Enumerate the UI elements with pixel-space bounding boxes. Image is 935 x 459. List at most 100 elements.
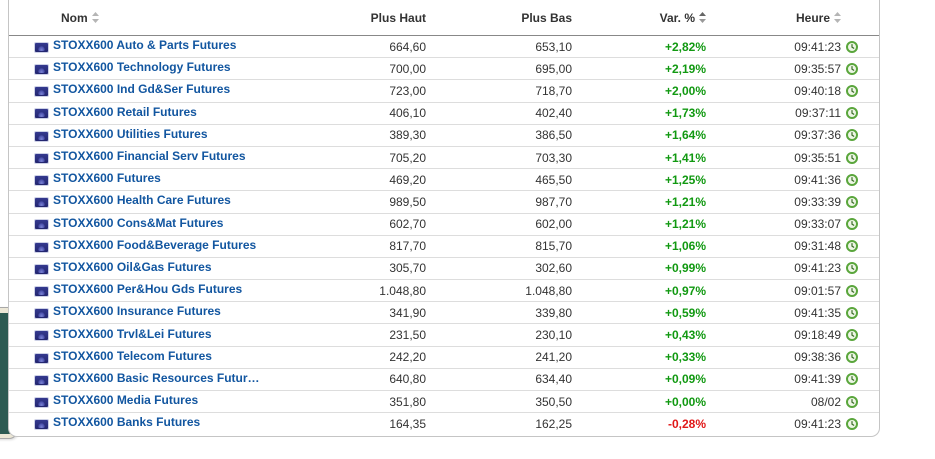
mini-chart-icon[interactable]: [34, 308, 49, 320]
mini-chart-icon[interactable]: [34, 263, 49, 275]
table-row: STOXX600 Ind Gd&Ser Futures 723,00 718,7…: [9, 79, 879, 103]
mini-chart-icon[interactable]: [34, 419, 49, 431]
high-value: 723,00: [283, 79, 427, 103]
instrument-link[interactable]: STOXX600 Food&Beverage Futures: [53, 237, 257, 252]
mini-chart-icon[interactable]: [34, 41, 49, 53]
time-value: 09:41:35: [794, 305, 841, 320]
time-value: 09:35:57: [794, 61, 841, 76]
mini-chart-icon-glow: [38, 267, 45, 273]
column-header-var[interactable]: Var. %: [572, 0, 707, 36]
low-value: 718,70: [426, 79, 573, 103]
instrument-link[interactable]: STOXX600 Ind Gd&Ser Futures: [53, 82, 231, 97]
mini-chart-icon-glow: [38, 400, 45, 406]
mini-chart-icon[interactable]: [34, 175, 49, 187]
mini-chart-icon-glow: [38, 201, 45, 207]
time-value: 09:18:49: [794, 328, 841, 343]
change-percent: +0,00%: [572, 390, 707, 414]
table-row: STOXX600 Per&Hou Gds Futures 1.048,80 1.…: [9, 279, 879, 303]
time-value: 08/02: [810, 394, 841, 409]
high-value: 351,80: [283, 390, 427, 414]
clock-icon: [846, 306, 858, 319]
change-percent: +0,59%: [572, 301, 707, 325]
column-header-var-label: Var. %: [659, 10, 696, 25]
instrument-link[interactable]: STOXX600 Insurance Futures: [53, 304, 221, 319]
high-value: 231,50: [283, 323, 427, 347]
low-value: 386,50: [426, 124, 573, 147]
instrument-link[interactable]: STOXX600 Retail Futures: [53, 104, 197, 119]
table-row: STOXX600 Telecom Futures 242,20 241,20 +…: [9, 346, 879, 369]
column-header-heure[interactable]: Heure: [706, 0, 879, 36]
high-value: 305,70: [283, 257, 427, 281]
time-value: 09:41:23: [794, 39, 841, 54]
mini-chart-icon[interactable]: [34, 330, 49, 342]
clock-icon: [846, 151, 858, 164]
mini-chart-icon[interactable]: [34, 219, 49, 231]
time-value: 09:38:36: [794, 350, 841, 365]
mini-chart-icon[interactable]: [34, 241, 49, 253]
futures-table-body: STOXX600 Auto & Parts Futures 664,60 653…: [9, 35, 879, 435]
mini-chart-icon[interactable]: [34, 86, 49, 98]
high-value: 705,20: [283, 146, 427, 170]
column-header-nom[interactable]: Nom: [9, 0, 284, 36]
change-percent: -0,28%: [667, 416, 707, 431]
instrument-link[interactable]: STOXX600 Cons&Mat Futures: [53, 215, 224, 230]
instrument-link[interactable]: STOXX600 Basic Resources Futur…: [53, 370, 260, 385]
high-value: 817,70: [283, 235, 427, 258]
table-row: STOXX600 Banks Futures 164,35 162,25 -0,…: [9, 413, 879, 435]
mini-chart-icon[interactable]: [34, 396, 49, 408]
mini-chart-icon-glow: [38, 90, 45, 96]
instrument-link[interactable]: STOXX600 Futures: [53, 171, 161, 186]
change-percent: +1,06%: [572, 235, 707, 258]
instrument-link[interactable]: STOXX600 Trvl&Lei Futures: [53, 326, 212, 341]
change-percent: +2,00%: [572, 79, 707, 103]
column-header-plus-haut: Plus Haut: [283, 0, 427, 36]
instrument-link[interactable]: STOXX600 Banks Futures: [53, 415, 201, 430]
high-value: 341,90: [283, 301, 427, 325]
change-percent: +1,21%: [572, 213, 707, 236]
mini-chart-icon[interactable]: [34, 352, 49, 364]
instrument-link[interactable]: STOXX600 Utilities Futures: [53, 126, 208, 141]
instrument-link[interactable]: STOXX600 Technology Futures: [53, 60, 231, 75]
high-value: 164,35: [389, 416, 427, 431]
mini-chart-icon[interactable]: [34, 197, 49, 209]
high-value: 469,20: [283, 168, 427, 192]
table-row: STOXX600 Oil&Gas Futures 305,70 302,60 +…: [9, 257, 879, 281]
instrument-link[interactable]: STOXX600 Media Futures: [53, 393, 199, 408]
table-row: STOXX600 Financial Serv Futures 705,20 7…: [9, 146, 879, 170]
table-row: STOXX600 Insurance Futures 341,90 339,80…: [9, 301, 879, 325]
table-row: STOXX600 Utilities Futures 389,30 386,50…: [9, 124, 879, 147]
mini-chart-icon[interactable]: [34, 64, 49, 76]
instrument-link[interactable]: STOXX600 Health Care Futures: [53, 193, 231, 208]
high-value: 700,00: [283, 57, 427, 81]
high-value: 389,30: [283, 124, 427, 147]
mini-chart-icon-glow: [38, 356, 45, 362]
sort-arrows-icon: [91, 12, 99, 23]
clock-icon: [846, 240, 858, 253]
low-value: 162,25: [535, 416, 573, 431]
mini-chart-icon[interactable]: [34, 374, 49, 386]
instrument-link[interactable]: STOXX600 Telecom Futures: [53, 348, 212, 363]
table-row: STOXX600 Retail Futures 406,10 402,40 +1…: [9, 102, 879, 125]
mini-chart-icon[interactable]: [34, 130, 49, 142]
instrument-link[interactable]: STOXX600 Financial Serv Futures: [53, 149, 246, 164]
mini-chart-icon[interactable]: [34, 285, 49, 297]
low-value: 815,70: [426, 235, 573, 258]
instrument-link[interactable]: STOXX600 Auto & Parts Futures: [53, 38, 237, 53]
instrument-link[interactable]: STOXX600 Per&Hou Gds Futures: [53, 282, 243, 297]
mini-chart-icon[interactable]: [34, 108, 49, 120]
clock-icon: [846, 62, 858, 75]
high-value: 664,60: [283, 35, 427, 59]
mini-chart-icon-glow: [38, 179, 45, 185]
time-value: 09:37:36: [794, 128, 841, 143]
mini-chart-icon-glow: [38, 423, 45, 429]
time-value: 09:35:51: [794, 150, 841, 165]
futures-table-panel: Nom Plus Haut Plus Bas Var. %: [8, 0, 880, 437]
futures-table: Nom Plus Haut Plus Bas Var. %: [9, 0, 879, 434]
mini-chart-icon[interactable]: [34, 152, 49, 164]
clock-icon: [846, 329, 858, 342]
instrument-link[interactable]: STOXX600 Oil&Gas Futures: [53, 259, 212, 274]
change-percent: +1,21%: [572, 190, 707, 214]
column-header-nom-label: Nom: [61, 10, 88, 25]
table-row: STOXX600 Health Care Futures 989,50 987,…: [9, 190, 879, 214]
high-value: 640,80: [283, 368, 427, 392]
